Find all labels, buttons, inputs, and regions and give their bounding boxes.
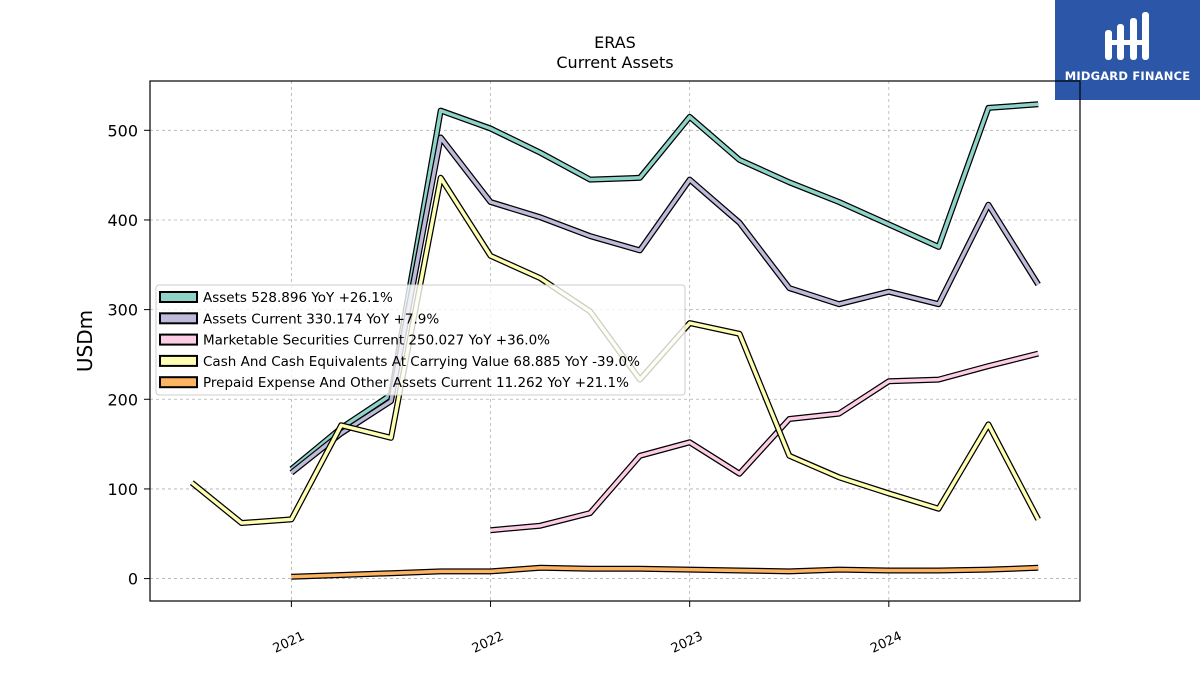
- legend-swatch: [159, 354, 198, 367]
- legend-label: Cash And Cash Equivalents At Carrying Va…: [203, 354, 640, 370]
- legend-swatch: [159, 291, 198, 303]
- legend-label: Assets 528.896 YoY +26.1%: [203, 290, 393, 306]
- y-tick-label: 300: [107, 301, 138, 320]
- series-line: [289, 101, 1039, 472]
- x-tick-label: 2022: [470, 629, 506, 657]
- x-tick-label: 2023: [669, 629, 705, 657]
- x-axis: 2021 2022 2023 2024: [271, 601, 905, 657]
- legend-label: Prepaid Expense And Other Assets Current…: [203, 375, 629, 391]
- series-stroke: [291, 566, 1039, 579]
- series-line: [289, 134, 1041, 476]
- legend: Assets 528.896 YoY +26.1% Assets Current …: [155, 284, 686, 396]
- midgard-logo-icon: [1105, 12, 1149, 60]
- legend-label: Marketable Securities Current 250.027 Yo…: [203, 333, 550, 349]
- y-axis: 0 100 200 300 400 500: [107, 121, 150, 589]
- x-tick-label: 2024: [868, 629, 904, 657]
- legend-label: Assets Current 330.174 YoY +7.9%: [203, 311, 439, 327]
- chart-title: ERAS: [594, 33, 636, 52]
- y-tick-label: 400: [107, 211, 138, 230]
- legend-box: [155, 284, 686, 396]
- y-tick-label: 100: [107, 480, 138, 499]
- series-stroke: [290, 135, 1040, 475]
- y-tick-label: 0: [128, 570, 138, 589]
- series-line: [490, 350, 1039, 534]
- brand-logo: MIDGARD FINANCE: [1055, 0, 1200, 100]
- legend-swatch: [159, 376, 198, 389]
- legend-swatch: [159, 312, 198, 325]
- series-stroke: [290, 102, 1039, 471]
- series-stroke: [490, 351, 1039, 532]
- series-line: [291, 564, 1039, 580]
- y-axis-label: USDm: [73, 310, 97, 372]
- legend-swatch: [159, 333, 198, 346]
- x-tick-label: 2021: [271, 629, 307, 657]
- y-tick-label: 200: [107, 390, 138, 409]
- brand-name: MIDGARD FINANCE: [1064, 69, 1191, 83]
- plot-area: [149, 80, 1081, 602]
- chart-subtitle: Current Assets: [556, 53, 673, 72]
- y-tick-label: 500: [107, 121, 138, 140]
